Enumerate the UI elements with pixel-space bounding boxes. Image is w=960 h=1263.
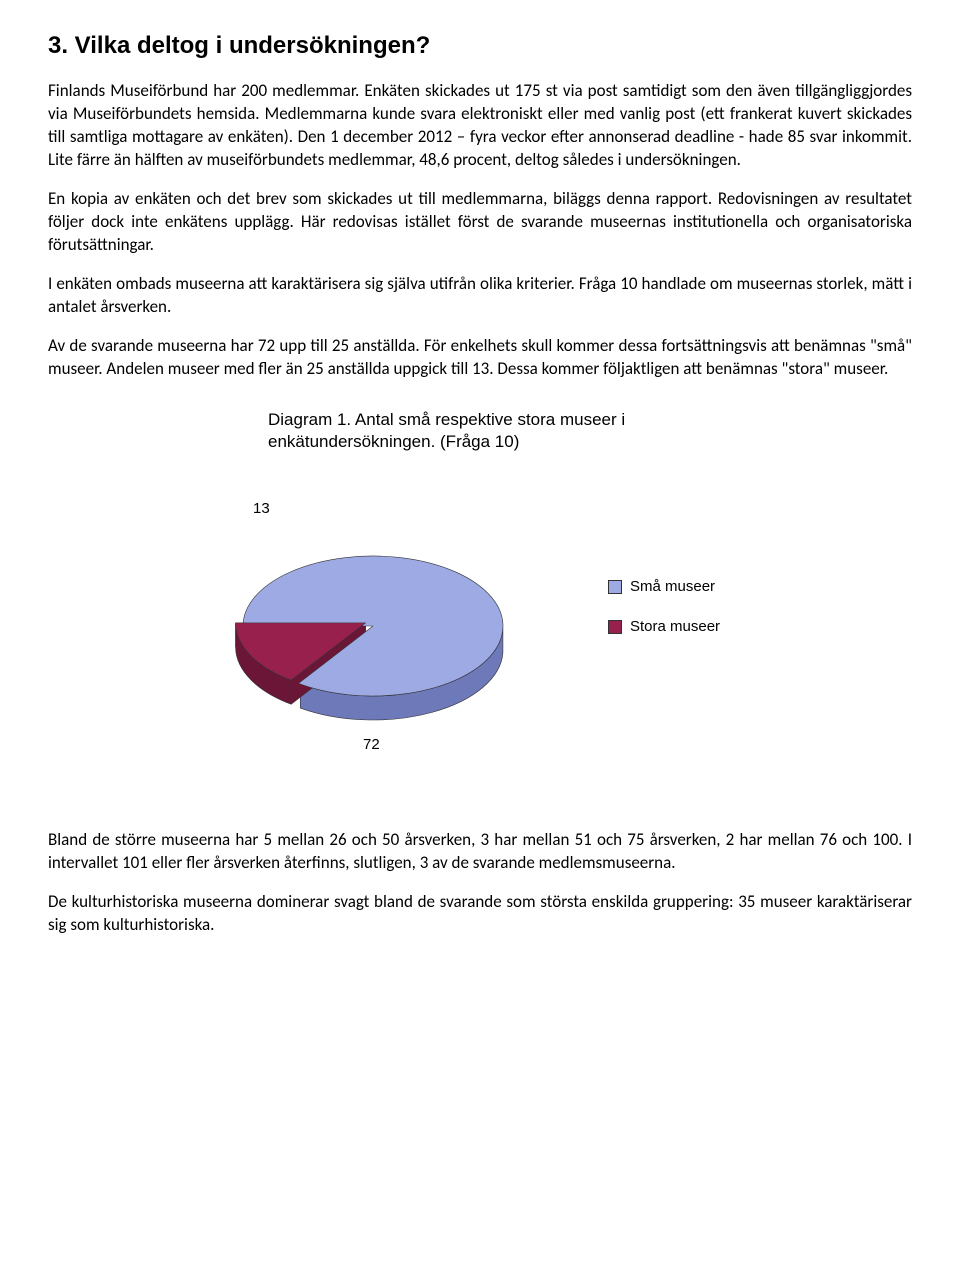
paragraph-5: Bland de större museerna har 5 mellan 26…	[48, 829, 912, 875]
legend-label-stora: Stora museer	[630, 617, 720, 637]
paragraph-4: Av de svarande museerna har 72 upp till …	[48, 335, 912, 381]
pie-3d-svg	[223, 531, 513, 731]
slice-value-stora: 13	[253, 499, 270, 519]
section-heading: 3. Vilka deltog i undersökningen?	[48, 30, 912, 62]
paragraph-6: De kulturhistoriska museerna dominerar s…	[48, 891, 912, 937]
pie-area: 13 72	[193, 499, 513, 759]
paragraph-1: Finlands Museiförbund har 200 medlemmar.…	[48, 80, 912, 172]
slice-value-sma: 72	[363, 735, 380, 755]
legend-label-sma: Små museer	[630, 577, 715, 597]
legend-swatch-sma	[608, 580, 622, 594]
chart-title: Diagram 1. Antal små respektive stora mu…	[268, 409, 708, 453]
paragraph-2: En kopia av enkäten och det brev som ski…	[48, 188, 912, 257]
legend-swatch-stora	[608, 620, 622, 634]
pie-chart-diagram-1: Diagram 1. Antal små respektive stora mu…	[48, 409, 912, 789]
legend-item-sma: Små museer	[608, 577, 720, 597]
paragraph-3: I enkäten ombads museerna att karaktäris…	[48, 273, 912, 319]
chart-legend: Små museer Stora museer	[608, 577, 720, 658]
legend-item-stora: Stora museer	[608, 617, 720, 637]
